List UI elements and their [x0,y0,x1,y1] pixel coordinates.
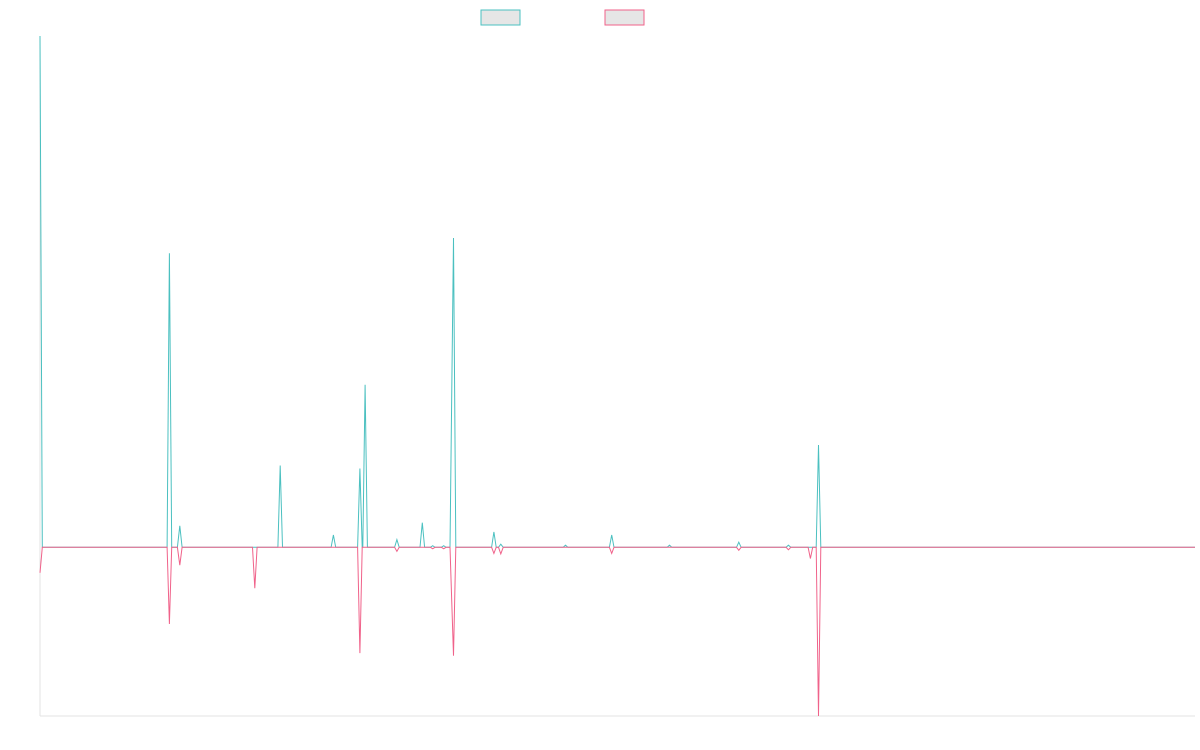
legend-swatch-series-2[interactable] [604,9,645,26]
series-layer [39,35,1195,717]
legend-swatch-series-1[interactable] [480,9,521,26]
chart-legend [480,9,645,26]
series-line-2 [39,546,1195,717]
chart-axes [39,36,1195,717]
series-line-1 [39,35,1195,548]
